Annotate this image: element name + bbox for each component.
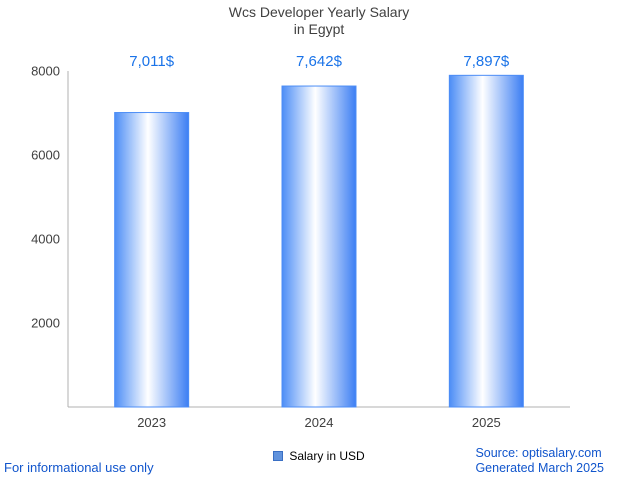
legend-label: Salary in USD bbox=[289, 449, 365, 463]
x-axis-category-label: 2025 bbox=[472, 415, 501, 430]
source-block: Source: optisalary.com Generated March 2… bbox=[475, 446, 604, 476]
bar bbox=[114, 112, 190, 408]
chart-title: Wcs Developer Yearly Salary in Egypt bbox=[0, 4, 638, 38]
y-axis-tick-label: 8000 bbox=[31, 64, 60, 79]
bar bbox=[281, 85, 357, 408]
y-axis-tick-label: 6000 bbox=[31, 148, 60, 163]
bar-value-label: 7,011$ bbox=[129, 53, 174, 70]
y-axis-tick-label: 2000 bbox=[31, 316, 60, 331]
source-link[interactable]: Source: optisalary.com bbox=[475, 446, 602, 460]
y-axis-tick-label: 4000 bbox=[31, 232, 60, 247]
bar-value-label: 7,897$ bbox=[463, 53, 510, 70]
chart-title-line2: in Egypt bbox=[293, 21, 345, 37]
x-axis-category-label: 2024 bbox=[305, 415, 334, 430]
disclaimer-text: For informational use only bbox=[4, 460, 154, 475]
legend: Salary in USD bbox=[0, 449, 638, 463]
x-axis-category-label: 2023 bbox=[137, 415, 166, 430]
chart-title-line1: Wcs Developer Yearly Salary bbox=[228, 4, 410, 20]
generated-date: Generated March 2025 bbox=[475, 461, 604, 475]
bar bbox=[448, 74, 524, 408]
legend-swatch-icon bbox=[273, 451, 284, 461]
bar-value-label: 7,642$ bbox=[296, 53, 343, 70]
